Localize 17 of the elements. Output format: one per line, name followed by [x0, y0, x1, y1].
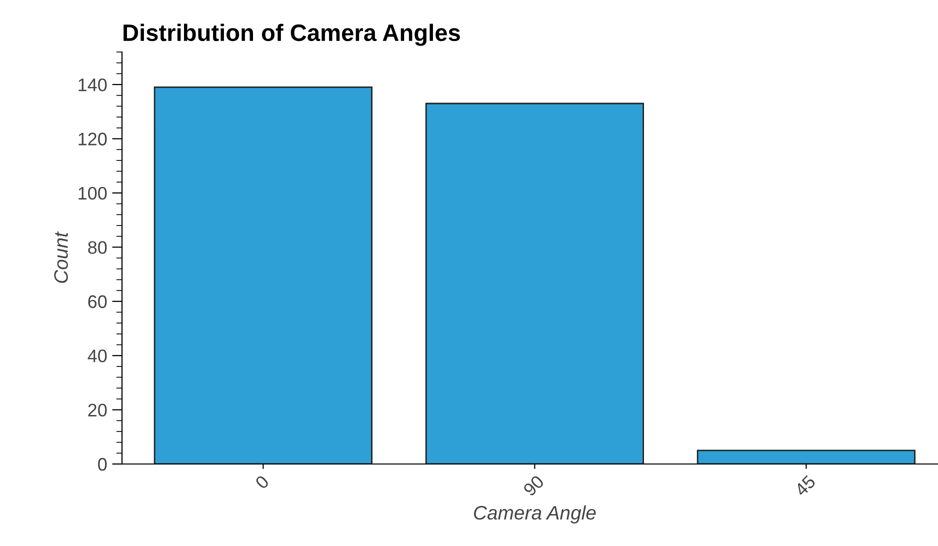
y-axis-title: Count	[54, 231, 68, 283]
x-tick-label: 0	[254, 474, 270, 490]
y-tick-label: 80	[88, 241, 107, 254]
y-tick-label: 40	[88, 350, 107, 362]
x-tick-label: 45	[794, 474, 816, 498]
y-tick-label: 140	[78, 78, 107, 92]
y-tick-label: 0	[98, 458, 107, 471]
x-tick-label: 90	[522, 474, 545, 497]
y-tick-label: 100	[78, 186, 107, 200]
bar	[425, 102, 644, 464]
x-axis-title: Camera Angle	[474, 505, 596, 524]
bar	[154, 86, 372, 464]
y-tick-label: 120	[78, 132, 107, 146]
bar	[696, 450, 916, 464]
y-tick-label: 20	[88, 404, 107, 417]
chart-title: Distribution of Camera Angles	[124, 24, 460, 46]
y-tick-label: 60	[88, 295, 107, 308]
